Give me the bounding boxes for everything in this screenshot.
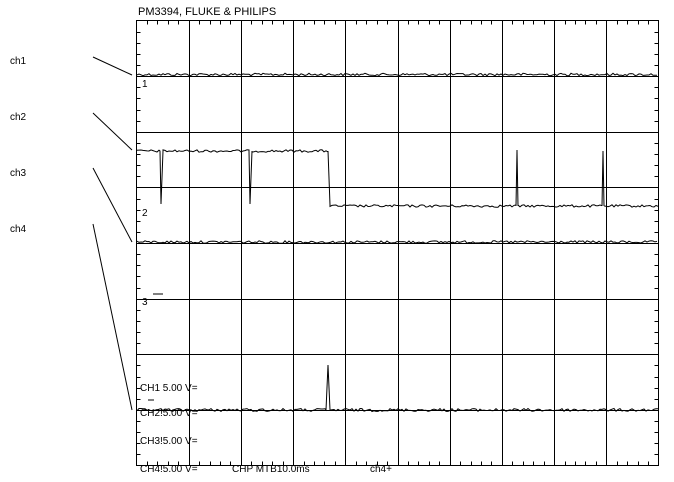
readout-timebase: CHP MTB10.0ms <box>232 464 310 475</box>
leader-line-ch2 <box>92 112 133 151</box>
graticule-lines <box>136 20 659 466</box>
graticule-ticks <box>136 20 659 466</box>
channel-label-ch4: ch4 <box>10 224 27 235</box>
trace-marker-3: 3 <box>142 297 148 308</box>
readout-ch1: CH1 5.00 V= <box>140 383 198 394</box>
trace-ch3 <box>136 240 658 244</box>
leader-line-ch4 <box>92 223 133 411</box>
readout-ch4: CH4!5.00 V= <box>140 464 198 475</box>
leader-line-ch1 <box>92 56 133 76</box>
channel-label-ch2: ch2 <box>10 112 27 123</box>
channel-label-ch1: ch1 <box>10 56 27 67</box>
readout-ch3: CH3!5.00 V= <box>140 436 198 447</box>
trace-ch1 <box>136 72 658 77</box>
traces <box>136 72 659 413</box>
trace-ch4 <box>136 364 658 413</box>
readout-trigger: ch4+ <box>370 464 392 475</box>
channel-label-ch3: ch3 <box>10 168 27 179</box>
leader-line-ch3 <box>92 167 133 243</box>
trace-marker-1: 1 <box>142 79 148 90</box>
readout-ch2: CH2!5.00 V= <box>140 408 198 419</box>
scope-title: PM3394, FLUKE & PHILIPS <box>138 6 276 18</box>
trace-ch2 <box>136 149 659 208</box>
leader-lines <box>92 56 133 411</box>
trace-marker-2: 2 <box>142 208 148 219</box>
